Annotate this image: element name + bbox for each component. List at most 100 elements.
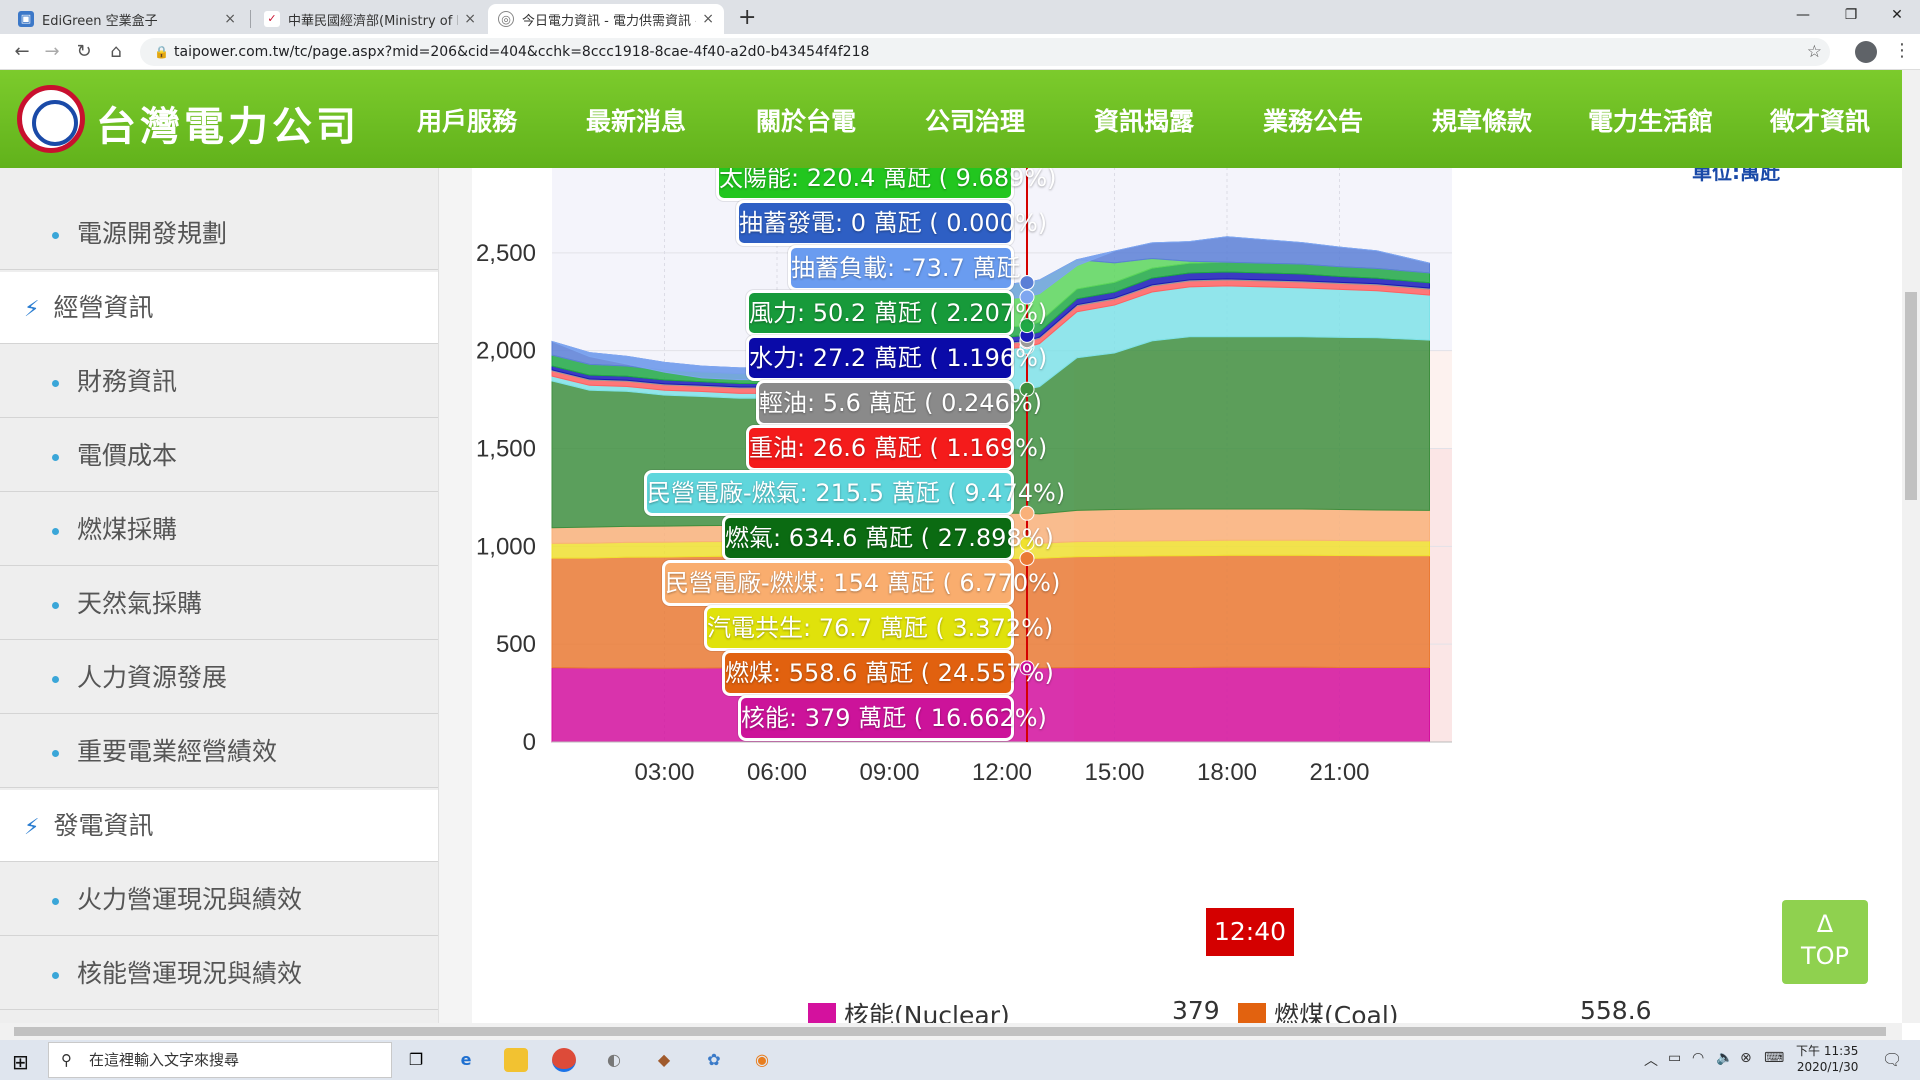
app-icon[interactable]: ◐	[607, 1050, 621, 1069]
site-favicon-icon: ✓	[264, 11, 280, 27]
sidebar-item-label: 電價成本	[77, 441, 178, 470]
nav-item-active[interactable]: 資訊揭露	[1094, 107, 1195, 136]
page-horizontal-scrollbar[interactable]	[0, 1023, 1902, 1040]
sidebar-gutter	[438, 168, 472, 1023]
close-window-icon[interactable]: ✕	[1891, 7, 1903, 23]
home-icon[interactable]: ⌂	[110, 41, 122, 62]
battery-icon[interactable]: ▭	[1668, 1050, 1682, 1066]
new-tab-button[interactable]: +	[738, 5, 757, 30]
legend-item[interactable]: 燃煤(Coal)	[1238, 996, 1399, 1023]
nav-item[interactable]: 電力生活館	[1588, 107, 1714, 136]
browser-tab[interactable]: ✓ 中華民國經濟部(Ministry of Eco ×	[254, 4, 486, 34]
scrollbar-thumb[interactable]	[14, 1027, 1886, 1036]
sidebar-item[interactable]: 電源開發規劃	[0, 198, 438, 270]
sidebar-item[interactable]: 核能營運現況與績效	[0, 938, 438, 1010]
profile-avatar-icon[interactable]	[1855, 41, 1877, 63]
ime-icon[interactable]: ⊗	[1740, 1050, 1752, 1066]
sidebar-category[interactable]: ⚡ 發電資訊	[0, 790, 438, 862]
series-tooltip: 水力: 27.2 萬瓩 ( 1.196%)	[746, 335, 1047, 381]
app-icon[interactable]: ✿	[707, 1050, 721, 1069]
tab-title: EdiGreen 空業盒子	[42, 13, 158, 29]
lightning-icon: ⚡	[24, 815, 40, 840]
blender-icon[interactable]: ◉	[755, 1050, 769, 1069]
sidebar-item[interactable]: 財務資訊	[0, 346, 438, 418]
sidebar-item-label: 核能營運現況與績效	[77, 959, 303, 988]
x-tick-label: 21:00	[1309, 759, 1369, 786]
minimize-icon[interactable]: —	[1796, 7, 1810, 23]
app-icon[interactable]: ◆	[657, 1050, 671, 1069]
y-tick-label: 0	[523, 729, 536, 756]
close-tab-icon[interactable]: ×	[464, 11, 476, 27]
close-tab-icon[interactable]: ×	[702, 11, 714, 27]
restore-icon[interactable]: ❐	[1844, 7, 1858, 23]
back-arrow-icon[interactable]: ←	[14, 41, 30, 62]
series-tooltip: 輕油: 5.6 萬瓩 ( 0.246%)	[756, 380, 1042, 426]
y-tick-label: 3,000	[476, 168, 536, 169]
bullet-icon	[52, 527, 59, 535]
data-point-marker	[1019, 660, 1035, 676]
unit-label: 單位:萬瓩	[1692, 168, 1780, 184]
tray-chevron-icon[interactable]: ︿	[1644, 1053, 1658, 1069]
up-arrow-icon: Δ	[1816, 910, 1834, 938]
bullet-icon	[52, 379, 59, 387]
nav-item[interactable]: 最新消息	[586, 107, 687, 136]
sidebar-item-label: 天然氣採購	[77, 589, 203, 618]
sidebar-item[interactable]: 燃煤採購	[0, 494, 438, 566]
sidebar-item[interactable]: 火力營運現況與績效	[0, 864, 438, 936]
close-tab-icon[interactable]: ×	[224, 11, 236, 27]
edge-browser-icon[interactable]: e	[460, 1050, 472, 1069]
sidebar-category-label: 發電資訊	[53, 811, 154, 840]
url-text: taipower.com.tw/tc/page.aspx?mid=206&cid…	[174, 44, 870, 60]
windows-start-icon[interactable]: ⊞	[12, 1050, 29, 1074]
volume-icon[interactable]: 🔈	[1716, 1050, 1734, 1066]
legend-item[interactable]: 核能(Nuclear)	[808, 996, 1010, 1023]
browser-menu-icon[interactable]: ⋮	[1893, 40, 1911, 61]
browser-tab[interactable]: ▣ EdiGreen 空業盒子 ×	[8, 4, 246, 34]
forward-arrow-icon[interactable]: →	[44, 41, 60, 62]
bullet-icon	[52, 601, 59, 609]
taipower-logo-icon[interactable]	[17, 85, 85, 153]
wifi-icon[interactable]: ◠	[1692, 1050, 1705, 1066]
legend-value: 379	[1172, 996, 1220, 1023]
site-logo-text[interactable]: 台灣電力公司	[96, 103, 360, 150]
sidebar-item-label: 人力資源發展	[77, 663, 228, 692]
nav-item[interactable]: 業務公告	[1263, 107, 1364, 136]
back-to-top-button[interactable]: Δ TOP	[1782, 900, 1868, 984]
sidebar-item[interactable]: 天然氣採購	[0, 568, 438, 640]
search-icon: ⚲	[61, 1051, 72, 1069]
keyboard-icon[interactable]: ⌨	[1764, 1050, 1785, 1066]
sidebar-item[interactable]: 電價成本	[0, 420, 438, 492]
taskbar-search-box[interactable]: ⚲ 在這裡輸入文字來搜尋	[48, 1042, 392, 1078]
sidebar-category[interactable]: ⚡ 經營資訊	[0, 272, 438, 344]
data-point-marker	[1019, 505, 1035, 521]
bullet-icon	[52, 971, 59, 979]
data-point-marker	[1019, 381, 1035, 397]
taskbar-clock[interactable]: 下午 11:35 2020/1/30	[1796, 1043, 1858, 1075]
nav-item[interactable]: 規章條款	[1432, 107, 1533, 136]
legend-label: 燃煤(Coal)	[1274, 1001, 1399, 1023]
scrollbar-thumb[interactable]	[1905, 292, 1917, 500]
task-view-icon[interactable]: ❐	[408, 1050, 424, 1069]
bullet-icon	[52, 231, 59, 239]
notification-icon[interactable]: 🗨	[1882, 1050, 1903, 1069]
data-point-marker	[1019, 550, 1035, 566]
reload-icon[interactable]: ↻	[76, 41, 92, 62]
file-explorer-icon[interactable]	[504, 1048, 528, 1072]
series-tooltip: 民營電廠-燃氣: 215.5 萬瓩 ( 9.474%)	[644, 470, 1065, 516]
url-field[interactable]: 🔒 taipower.com.tw/tc/page.aspx?mid=206&c…	[140, 38, 1830, 66]
series-tooltip: 汽電共生: 76.7 萬瓩 ( 3.372%)	[704, 605, 1053, 651]
y-tick-label: 1,500	[476, 436, 536, 463]
browser-tab-active[interactable]: ◎ 今日電力資訊 - 電力供需資訊 - 臺 ×	[488, 4, 724, 34]
sidebar-item[interactable]: 人力資源發展	[0, 642, 438, 714]
page-vertical-scrollbar[interactable]	[1902, 70, 1920, 1023]
nav-item[interactable]: 用戶服務	[417, 107, 518, 136]
nav-item[interactable]: 關於台電	[756, 107, 857, 136]
nav-item[interactable]: 公司治理	[925, 107, 1026, 136]
browser-tab-bar: ▣ EdiGreen 空業盒子 × ✓ 中華民國經濟部(Ministry of …	[0, 0, 1920, 34]
bookmark-star-icon[interactable]: ☆	[1806, 42, 1822, 62]
tab-title: 今日電力資訊 - 電力供需資訊 - 臺	[522, 13, 696, 29]
sidebar-item[interactable]: 重要電業經營績效	[0, 716, 438, 788]
x-tick-label: 18:00	[1197, 759, 1257, 786]
chrome-icon[interactable]	[552, 1048, 576, 1072]
nav-item[interactable]: 徵才資訊	[1770, 107, 1871, 136]
